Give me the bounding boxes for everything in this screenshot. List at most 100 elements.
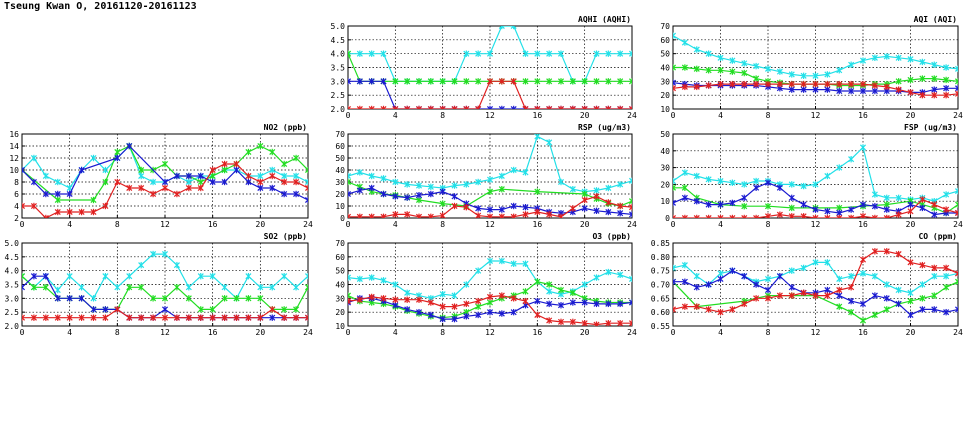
data-point-cyan [102, 273, 109, 280]
data-point-red [404, 105, 411, 109]
data-point-blue [427, 311, 434, 319]
data-point-red [257, 314, 264, 321]
data-point-blue [776, 273, 783, 280]
data-point-cyan [954, 187, 958, 195]
data-point-red [729, 214, 736, 218]
data-point-cyan [257, 284, 264, 291]
data-point-green [221, 166, 228, 174]
x-tick-label: 12 [485, 111, 495, 120]
y-tick-label: 60 [335, 253, 345, 262]
data-point-blue [304, 196, 308, 204]
data-point-cyan [907, 289, 914, 296]
y-tick-label: 0.85 [651, 239, 670, 248]
data-point-red [581, 320, 588, 326]
x-tick-label: 4 [67, 220, 72, 229]
data-point-green [209, 172, 216, 180]
data-point-green [42, 284, 49, 291]
y-tick-label: 4.0 [5, 267, 20, 276]
y-tick-label: 2.0 [331, 105, 346, 114]
data-point-cyan [269, 166, 276, 174]
data-point-blue [836, 292, 843, 299]
x-tick-label: 0 [671, 111, 676, 120]
x-tick-label: 24 [303, 220, 313, 229]
data-point-red [557, 318, 565, 326]
data-point-blue [42, 190, 49, 198]
data-point-red [185, 314, 192, 321]
data-point-cyan [475, 178, 482, 186]
y-tick-label: 2.5 [331, 91, 346, 100]
data-point-red [293, 178, 300, 186]
data-point-blue [233, 166, 240, 174]
data-point-cyan [871, 54, 878, 62]
data-point-red [392, 211, 399, 218]
data-point-green [717, 67, 724, 74]
data-point-green [954, 278, 958, 285]
data-point-cyan [943, 273, 950, 280]
data-point-cyan [617, 50, 624, 57]
data-point-cyan [788, 181, 795, 188]
data-point-cyan [788, 71, 795, 78]
data-point-red [356, 105, 363, 109]
y-tick-label: 30 [335, 294, 345, 303]
data-point-green [895, 78, 902, 85]
y-tick-label: 70 [335, 239, 345, 248]
data-point-green [415, 78, 423, 85]
data-point-blue [628, 211, 632, 218]
data-point-cyan [581, 281, 588, 288]
data-point-red [281, 314, 288, 321]
x-tick-label: 8 [440, 111, 445, 120]
chart-aqhi: 0 4 8 12 16 20 24 2.0 2.5 3.0 3.5 4.0 4.5 5.0 AQHI (AQ… [331, 15, 637, 120]
data-point-blue [510, 105, 517, 109]
data-point-blue [848, 297, 855, 305]
data-point-red [66, 208, 73, 216]
y-tick-label: 50 [660, 130, 670, 139]
data-point-red [451, 303, 458, 310]
x-tick-label: 24 [627, 111, 637, 120]
data-point-blue [764, 286, 772, 294]
data-point-green [498, 186, 505, 193]
y-tick-label: 0.60 [651, 308, 670, 317]
data-point-green [293, 154, 300, 162]
y-tick-label: 40 [335, 281, 345, 290]
data-point-green [557, 78, 565, 85]
data-point-green [522, 288, 529, 295]
y-tick-label: 0 [340, 214, 345, 223]
data-point-red [628, 105, 632, 109]
x-tick-label: 24 [953, 328, 963, 337]
data-point-blue [439, 315, 446, 323]
data-point-red [451, 202, 458, 210]
data-point-red [475, 212, 482, 218]
data-point-cyan [54, 286, 61, 294]
data-point-cyan [557, 178, 565, 186]
y-tick-label: 20 [660, 180, 670, 189]
data-point-red [954, 270, 958, 277]
data-point-green [954, 201, 958, 208]
data-point-red [753, 80, 760, 88]
y-tick-label: 30 [660, 164, 670, 173]
data-point-cyan [673, 177, 677, 185]
data-point-green [534, 278, 541, 285]
data-point-blue [245, 178, 252, 186]
data-point-red [919, 261, 926, 269]
data-point-red [522, 211, 529, 218]
data-point-blue [824, 86, 831, 93]
data-point-blue [871, 87, 878, 95]
data-point-blue [486, 105, 494, 109]
x-tick-label: 0 [20, 328, 25, 337]
data-point-red [114, 306, 121, 313]
y-tick-label: 16 [9, 130, 19, 139]
data-point-red [54, 314, 61, 321]
data-point-red [427, 213, 434, 218]
x-tick-label: 20 [256, 328, 266, 337]
data-point-cyan [673, 32, 677, 39]
data-point-green [475, 78, 482, 85]
data-point-blue [681, 278, 688, 285]
data-point-cyan [741, 60, 748, 67]
data-point-red [281, 178, 288, 186]
data-point-red [859, 80, 867, 88]
data-point-blue [66, 190, 73, 198]
data-point-cyan [895, 194, 902, 202]
data-point-green [114, 148, 121, 156]
data-point-red [546, 317, 553, 324]
